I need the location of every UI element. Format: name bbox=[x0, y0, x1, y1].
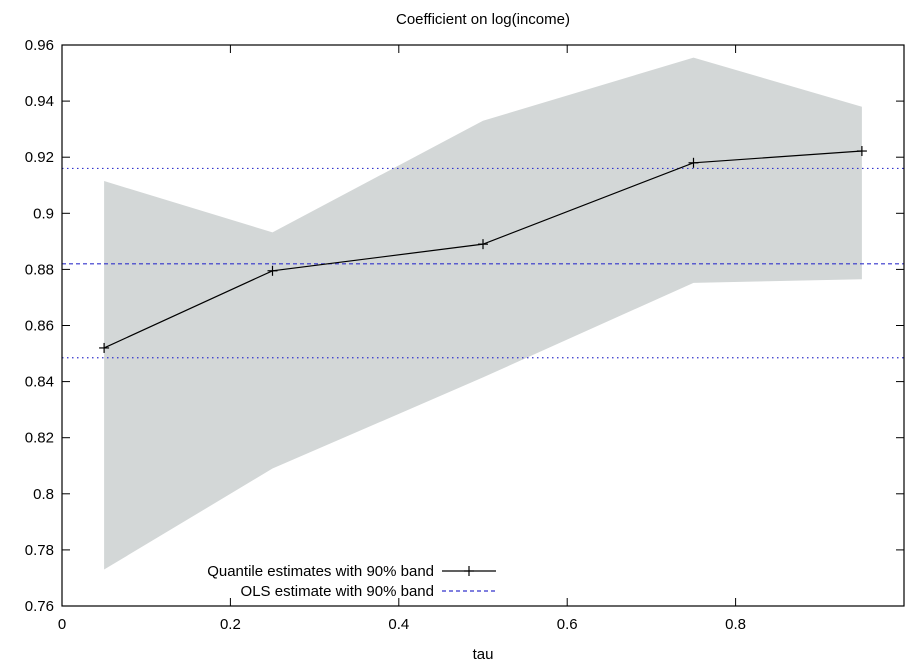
y-tick-label: 0.86 bbox=[25, 318, 54, 335]
x-tick-label: 0.6 bbox=[557, 616, 578, 633]
legend-label-quantile: Quantile estimates with 90% band bbox=[207, 563, 434, 580]
y-tick-label: 0.82 bbox=[25, 430, 54, 447]
quantile-point-marker bbox=[856, 146, 867, 157]
axes: 0.76 0.78 0.8 0.82 0.84 0.86 0.88 0.9 0.92 0.94 0.… bbox=[25, 37, 905, 633]
y-tick-label: 0.96 bbox=[25, 37, 54, 54]
y-tick-label: 0.9 bbox=[33, 205, 54, 222]
x-tick-label: 0.2 bbox=[220, 616, 241, 633]
quantile-point-marker bbox=[99, 342, 110, 353]
x-axis-label: tau bbox=[473, 646, 494, 663]
y-tick-label: 0.76 bbox=[25, 598, 54, 615]
x-tick-label: 0.8 bbox=[725, 616, 746, 633]
quantile-point-marker bbox=[267, 265, 278, 276]
y-tick-label: 0.8 bbox=[33, 486, 54, 503]
plot-area bbox=[62, 57, 904, 570]
y-tick-label: 0.88 bbox=[25, 261, 54, 278]
legend: Quantile estimates with 90% band OLS est… bbox=[207, 563, 496, 600]
quantile-point-marker bbox=[478, 239, 488, 250]
legend-label-ols: OLS estimate with 90% band bbox=[241, 583, 434, 600]
y-tick-label: 0.84 bbox=[25, 374, 54, 391]
quantile-point-marker bbox=[688, 157, 699, 168]
y-tick-label: 0.78 bbox=[25, 542, 54, 559]
quantile-confidence-band bbox=[104, 57, 862, 570]
y-tick-label: 0.94 bbox=[25, 93, 54, 110]
chart-title: Coefficient on log(income) bbox=[396, 11, 570, 28]
y-tick-label: 0.92 bbox=[25, 149, 54, 166]
x-tick-label: 0 bbox=[58, 616, 66, 633]
x-tick-label: 0.4 bbox=[388, 616, 409, 633]
